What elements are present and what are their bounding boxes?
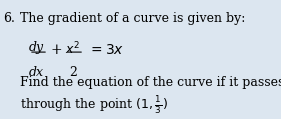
- Text: $=3x$: $=3x$: [88, 43, 124, 57]
- Text: The gradient of a curve is given by:: The gradient of a curve is given by:: [21, 12, 246, 25]
- Text: 6.: 6.: [3, 12, 15, 25]
- Text: through the point $(1, \frac{1}{3})$: through the point $(1, \frac{1}{3})$: [21, 94, 168, 116]
- Text: dy: dy: [29, 41, 44, 54]
- Text: +: +: [50, 43, 62, 57]
- Text: 2: 2: [69, 66, 77, 79]
- Text: $x^2$: $x^2$: [65, 41, 80, 57]
- Text: Find the equation of the curve if it passes: Find the equation of the curve if it pas…: [21, 76, 281, 89]
- Text: dx: dx: [29, 66, 44, 79]
